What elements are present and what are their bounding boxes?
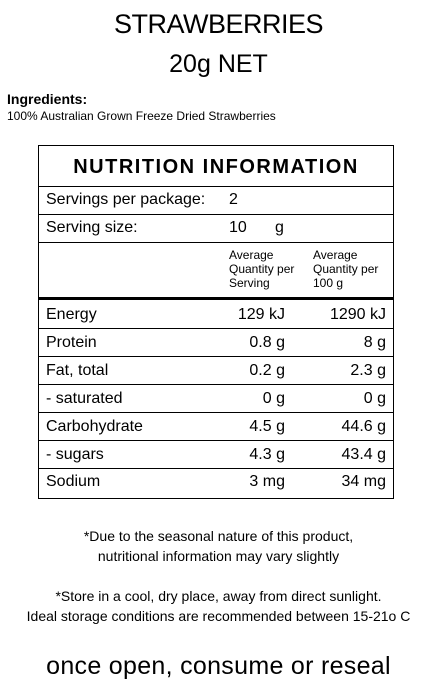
serving-size-value: 10 [229, 219, 247, 236]
divider [39, 440, 393, 441]
divider [39, 328, 393, 329]
col-header-per-100g: Average Quantity per 100 g [313, 248, 379, 290]
product-title: STRAWBERRIES [113, 9, 324, 39]
thick-divider [39, 297, 393, 300]
storage-note: *Store in a cool, dry place, away from d… [26, 588, 411, 624]
ingredients-heading: Ingredients: [7, 91, 88, 107]
nutrition-panel: NUTRITION INFORMATION Servings per packa… [38, 145, 394, 499]
seasonal-note: *Due to the seasonal nature of this prod… [83, 528, 354, 564]
net-weight: 20g NET [169, 50, 268, 78]
servings-value: 2 [229, 191, 238, 208]
col-header-per-serving: Average Quantity per Serving [229, 248, 295, 290]
divider [39, 384, 393, 385]
divider [39, 412, 393, 413]
divider [39, 356, 393, 357]
reseal-instruction: once open, consume or reseal [46, 652, 391, 680]
servings-label: Servings per package: [46, 191, 206, 208]
ingredients-text: 100% Australian Grown Freeze Dried Straw… [7, 109, 276, 123]
serving-size-label: Serving size: [46, 219, 138, 236]
divider [39, 468, 393, 469]
divider [39, 242, 393, 243]
divider [39, 186, 393, 187]
divider [39, 214, 393, 215]
serving-size-unit: g [275, 219, 284, 236]
nutrition-title: NUTRITION INFORMATION [73, 156, 359, 178]
